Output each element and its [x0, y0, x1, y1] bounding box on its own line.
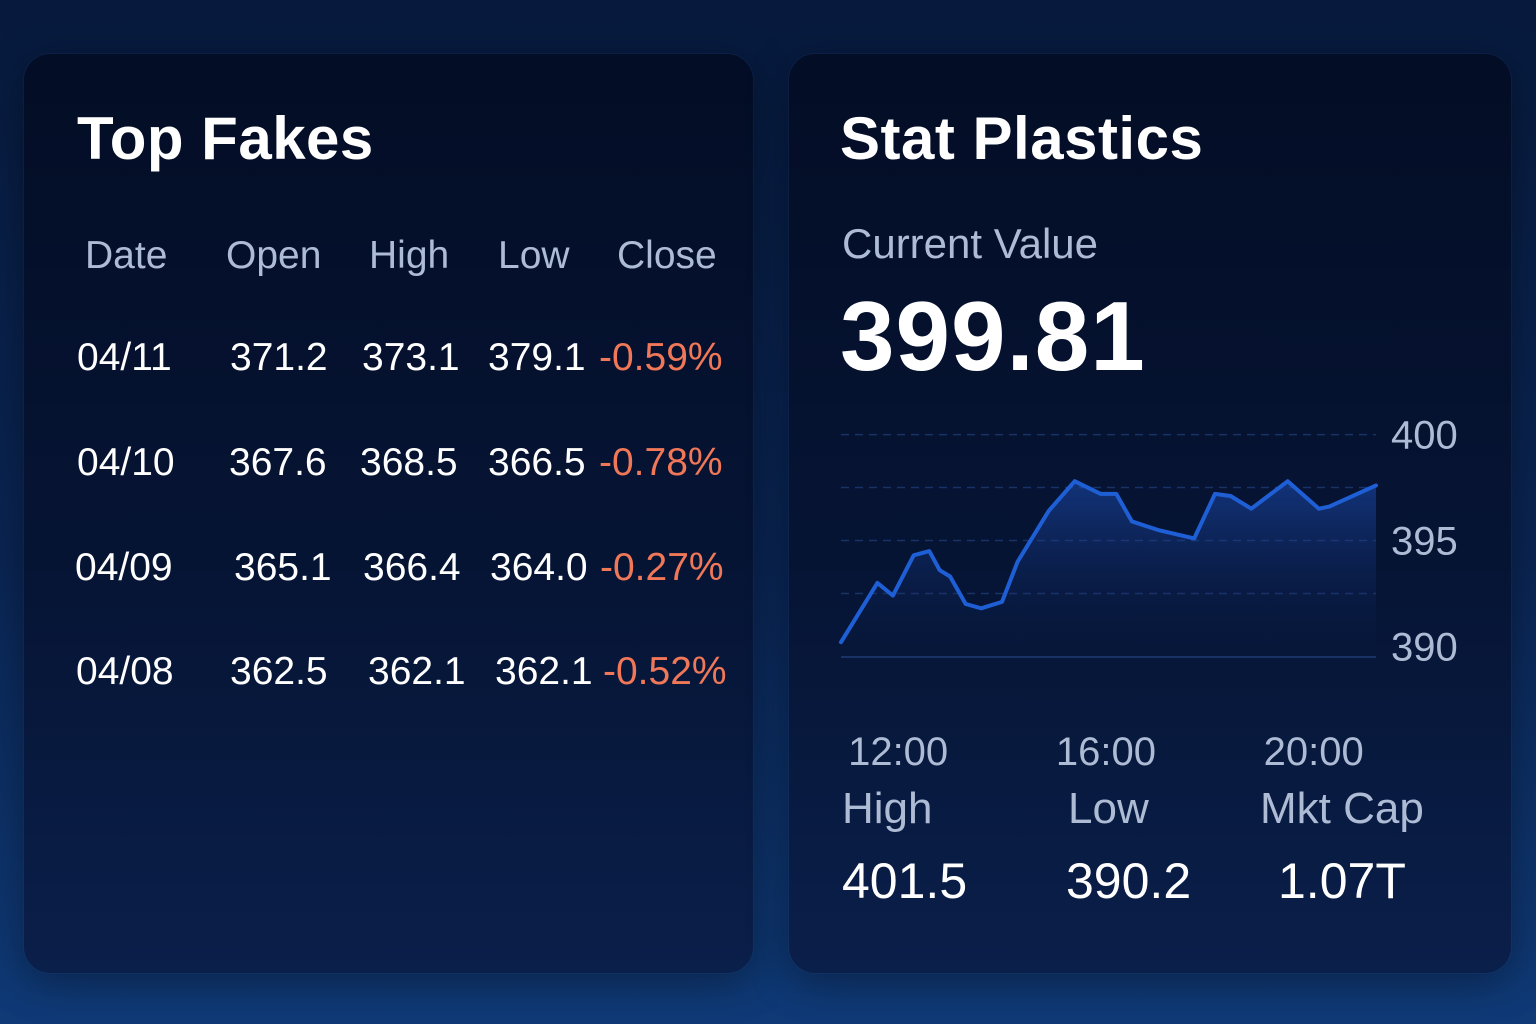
cell-date: 04/11: [77, 336, 172, 379]
cell-date: 04/08: [76, 650, 174, 693]
current-value-label: Current Value: [842, 220, 1099, 267]
column-header-close[interactable]: Close: [617, 234, 717, 277]
cell-open: 371.2: [230, 336, 328, 379]
cell-date: 04/09: [75, 546, 173, 589]
cell-high: 373.1: [362, 336, 460, 379]
cell-close: -0.52%: [603, 650, 727, 693]
series-line: [839, 479, 1378, 645]
mkt-cap-label: Mkt Cap: [1260, 784, 1424, 833]
cell-high: 368.5: [360, 441, 458, 484]
cell-close: -0.59%: [599, 336, 723, 379]
y-tick-label: 400: [1391, 414, 1458, 458]
high-label: High: [842, 784, 933, 833]
current-value: 399.81: [840, 281, 1146, 391]
cell-open: 365.1: [234, 546, 332, 589]
low-label: Low: [1068, 784, 1149, 833]
stat-plastics-panel: Stat Plastics Current Value 399.81 400 39…: [789, 54, 1511, 973]
series-area: [841, 481, 1376, 657]
column-header-low[interactable]: Low: [498, 234, 570, 277]
cell-close: -0.78%: [599, 441, 723, 484]
cell-open: 362.5: [230, 650, 328, 693]
top-fakes-panel: Top Fakes Date Open High Low Close 04/11…: [24, 54, 753, 973]
cell-high: 362.1: [368, 650, 466, 693]
cell-high: 366.4: [363, 546, 461, 589]
x-tick-label: 20:00: [1264, 730, 1364, 774]
cell-low: 362.1: [495, 650, 593, 693]
x-tick-label: 16:00: [1056, 730, 1156, 774]
column-header-date[interactable]: Date: [85, 234, 168, 277]
cell-low: 366.5: [488, 441, 586, 484]
mkt-cap-value: 1.07T: [1278, 853, 1406, 909]
cell-open: 367.6: [229, 441, 327, 484]
price-chart[interactable]: 400 395 390 12:00 16:00 20:00: [789, 374, 1511, 794]
panel-title: Stat Plastics: [840, 105, 1204, 172]
cell-low: 364.0: [490, 546, 588, 589]
y-tick-label: 395: [1391, 520, 1458, 564]
column-header-open[interactable]: Open: [226, 234, 322, 277]
y-tick-label: 390: [1391, 625, 1458, 669]
cell-close: -0.27%: [600, 546, 724, 589]
high-value: 401.5: [842, 853, 968, 909]
column-header-high[interactable]: High: [369, 234, 450, 277]
panel-title: Top Fakes: [77, 105, 374, 172]
cell-low: 379.1: [488, 336, 586, 379]
x-tick-label: 12:00: [848, 730, 948, 774]
cell-date: 04/10: [77, 441, 175, 484]
low-value: 390.2: [1066, 853, 1192, 909]
